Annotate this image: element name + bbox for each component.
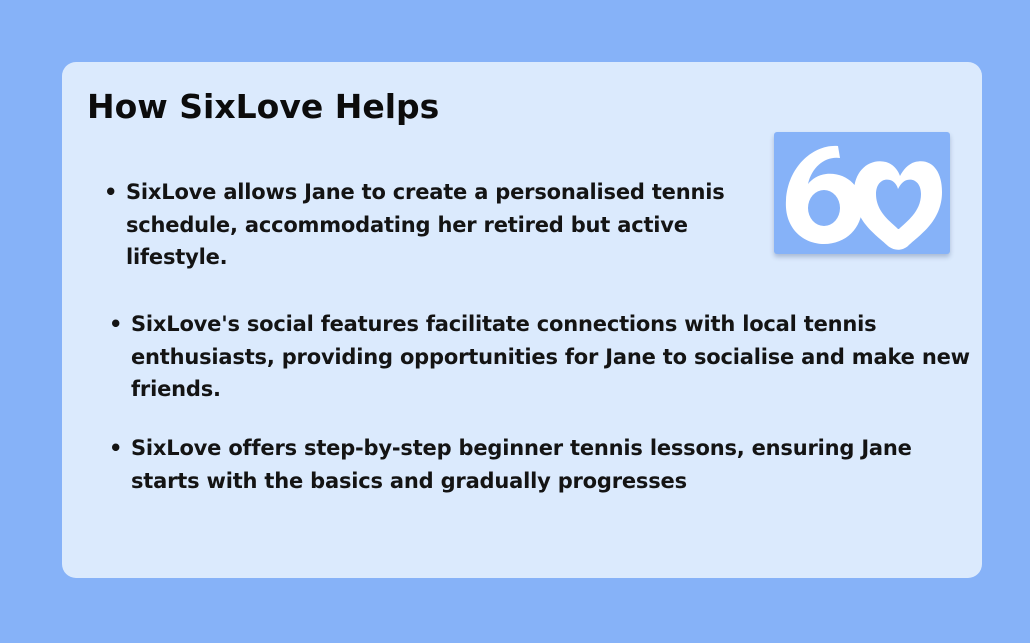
bullet-dot: •: [109, 312, 123, 336]
list-item-text: SixLove offers step-by-step beginner ten…: [131, 436, 912, 493]
list-item: • SixLove offers step-by-step beginner t…: [109, 432, 971, 497]
info-card: How SixLove Helps • SixLove allows Jane …: [62, 62, 982, 578]
list-item: • SixLove allows Jane to create a person…: [104, 176, 756, 274]
sixlove-logo: [774, 132, 950, 254]
card-title: How SixLove Helps: [87, 87, 440, 126]
bullet-dot: •: [104, 180, 118, 204]
bullet-dot: •: [109, 436, 123, 460]
sixlove-logo-icon: [785, 145, 942, 250]
list-item-text: SixLove's social features facilitate con…: [131, 312, 970, 401]
list-item: • SixLove's social features facilitate c…: [109, 308, 971, 406]
list-item-text: SixLove allows Jane to create a personal…: [126, 180, 725, 269]
